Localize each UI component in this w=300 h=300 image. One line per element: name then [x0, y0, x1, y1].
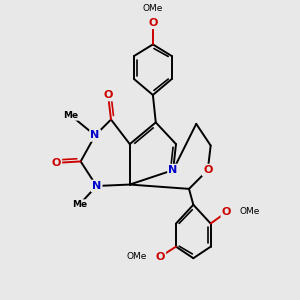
Text: O: O: [148, 18, 158, 28]
Text: O: O: [51, 158, 61, 168]
Text: OMe: OMe: [143, 4, 163, 13]
Text: O: O: [203, 165, 212, 175]
Text: O: O: [103, 90, 113, 100]
Text: N: N: [92, 181, 101, 191]
Text: O: O: [155, 252, 165, 262]
Text: Me: Me: [72, 200, 87, 209]
Text: N: N: [91, 130, 100, 140]
Text: Me: Me: [63, 111, 78, 120]
Text: O: O: [222, 207, 231, 217]
Text: N: N: [169, 165, 178, 175]
Text: OMe: OMe: [240, 208, 260, 217]
Text: OMe: OMe: [127, 252, 147, 261]
